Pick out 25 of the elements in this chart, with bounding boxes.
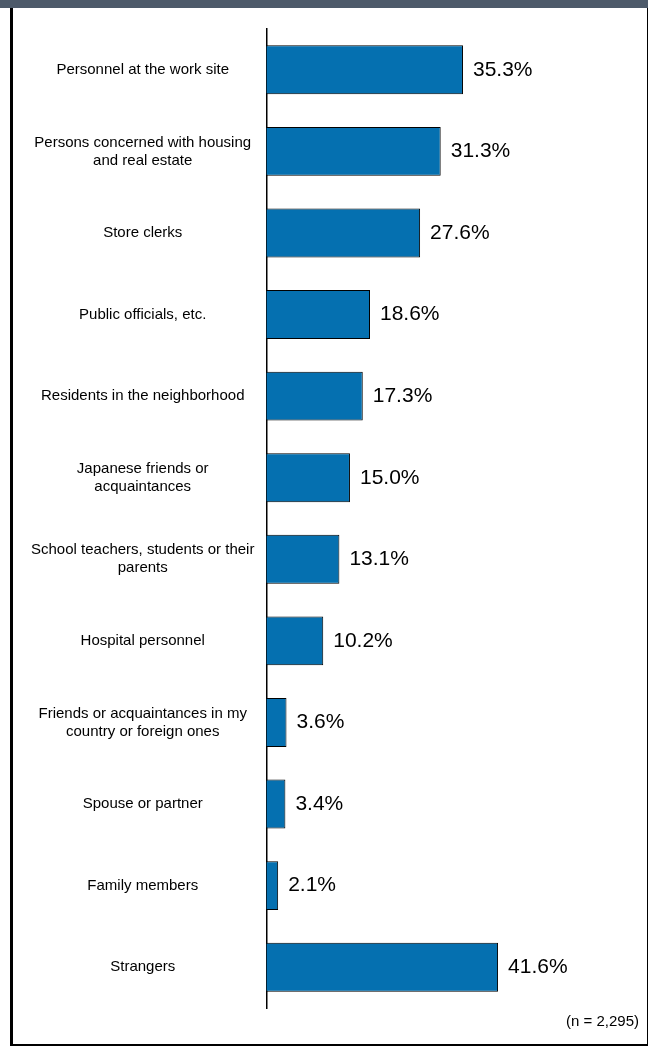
y-tick-label: Strangers <box>110 957 176 975</box>
data-label: 35.3% <box>472 56 533 80</box>
y-tick-label: Hospital personnel <box>80 631 205 649</box>
y-tick-label: Friends or acquaintances in my country or foreign ones <box>38 703 248 739</box>
y-tick-label: Public officials, etc. <box>79 304 207 322</box>
data-label: 15.0% <box>359 464 420 488</box>
y-tick-label: Spouse or partner <box>82 794 203 812</box>
y-tick-label: Store clerks <box>103 223 183 241</box>
text: (n = 2,295) <box>566 1011 639 1029</box>
data-label: 13.1% <box>349 546 409 570</box>
data-label: 3.6% <box>296 709 345 733</box>
data-label: 2.1% <box>288 872 337 896</box>
data-label: 3.4% <box>295 790 344 814</box>
data-label: 18.6% <box>380 301 440 325</box>
y-tick-label: Residents in the neighborhood <box>40 386 245 404</box>
data-label: 31.3% <box>450 138 511 162</box>
y-tick-label: School teachers, students or their parents <box>30 540 255 576</box>
y-tick-label: Persons concerned with housing and real estate <box>34 132 252 168</box>
data-label: 17.3% <box>372 382 433 406</box>
data-label: 41.6% <box>508 954 568 978</box>
y-tick-label: Personnel at the work site <box>56 59 230 77</box>
y-tick-label: Japanese friends or acquaintances <box>76 458 209 494</box>
data-label: 10.2% <box>333 627 393 651</box>
y-tick-label: Family members <box>87 875 199 893</box>
data-label: 27.6% <box>430 219 490 243</box>
